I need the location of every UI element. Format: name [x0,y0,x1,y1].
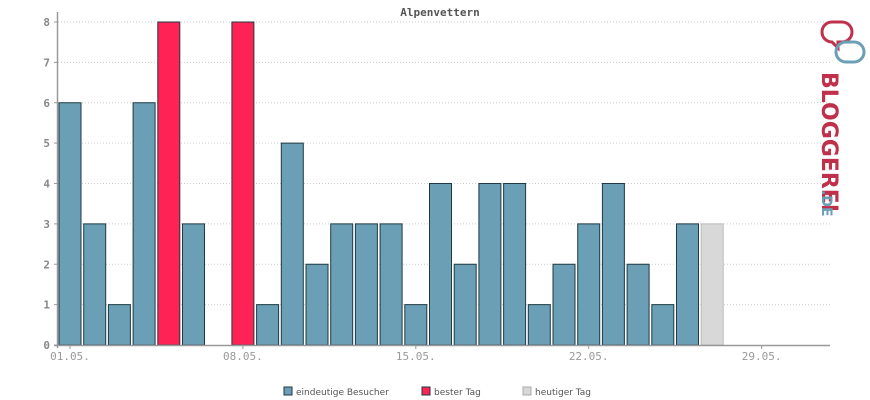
y-tick-label: 0 [43,339,50,352]
bar [552,263,576,346]
x-tick-labels: 01.05. 08.05. 15.05. 22.05. 29.05. [50,345,781,363]
logo-wordmark: BLOGGEREI [816,72,841,212]
x-tick-label: 15.05. [396,350,436,363]
legend-label: bester Tag [434,388,481,398]
bar [83,223,107,346]
bar [626,263,650,346]
bar [651,304,675,346]
bar [231,21,255,346]
bar [305,263,329,346]
bar [280,142,304,346]
y-tick-label: 1 [43,299,50,312]
legend-swatch [421,386,431,396]
y-tick-labels: 0 1 2 3 4 5 6 7 8 [43,16,58,352]
y-tick-label: 3 [43,218,50,231]
bar [256,304,280,346]
bar [676,223,699,346]
chart-title: Alpenvettern [400,6,479,19]
bar [354,223,378,346]
legend-label: heutiger Tag [535,388,591,398]
bar [453,263,477,346]
bar [58,102,82,346]
y-tick-label: 2 [43,258,50,271]
bar [330,223,354,346]
bar [700,223,724,346]
bar [404,304,428,346]
bar [478,183,502,346]
legend: eindeutige Besucher bester Tag heutiger Ta… [283,386,591,398]
legend-label: eindeutige Besucher [296,388,389,398]
x-tick-label: 08.05. [223,350,263,363]
logo-suffix: .DE [818,190,834,217]
bloggerei-logo[interactable]: BLOGGEREI .DE [816,20,866,217]
bar [157,21,181,346]
bar [503,183,527,346]
bar [107,304,131,346]
x-tick-label: 29.05. [742,350,782,363]
bar [577,223,601,346]
axes [54,12,830,348]
y-tick-label: 4 [43,178,50,191]
bar [601,183,625,346]
bar [379,223,403,346]
bar [527,304,551,346]
y-tick-label: 6 [43,97,50,110]
bar [132,102,156,346]
bar [182,223,205,346]
x-tick-label: 22.05. [569,350,609,363]
legend-swatch [283,386,293,396]
y-tick-label: 8 [43,16,50,29]
y-tick-label: 5 [43,137,50,150]
bar [429,183,452,346]
bars [58,21,724,346]
logo-icon [820,20,866,64]
x-tick-label: 01.05. [50,350,90,363]
legend-swatch [522,386,532,396]
y-tick-label: 7 [43,56,50,69]
